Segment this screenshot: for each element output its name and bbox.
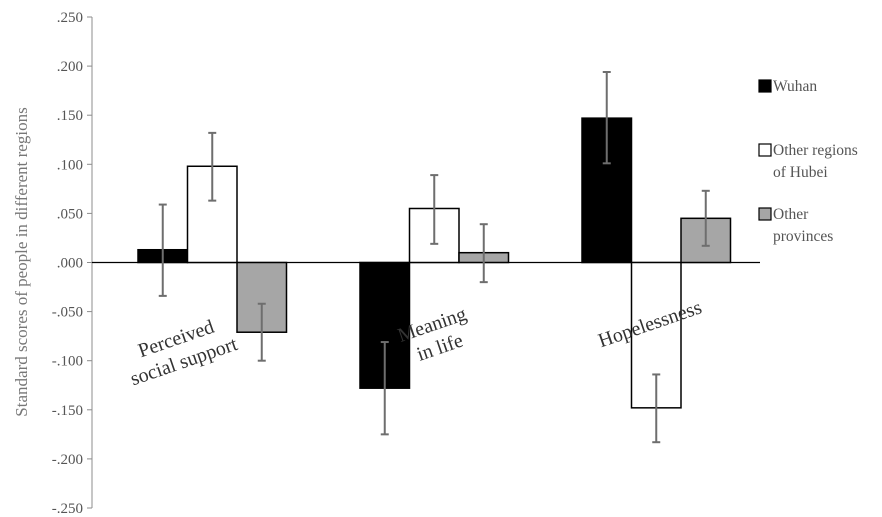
category-label: Perceivedsocial support bbox=[120, 310, 241, 390]
legend: Wuhan Other regions of Hubei Other province… bbox=[758, 78, 858, 245]
legend-swatch bbox=[758, 79, 772, 93]
y-tick-label: .250 bbox=[57, 10, 83, 26]
y-tick-label: -.100 bbox=[52, 354, 83, 370]
y-tick-label: -.050 bbox=[52, 305, 83, 321]
legend-label: Other bbox=[773, 206, 809, 223]
error-bars bbox=[158, 70, 710, 444]
y-tick-label: .000 bbox=[57, 256, 83, 272]
y-tick-label: .200 bbox=[57, 59, 83, 75]
y-tick-label: -.200 bbox=[52, 452, 83, 468]
legend-label: of Hubei bbox=[773, 164, 828, 181]
y-tick-label: -.150 bbox=[52, 403, 83, 419]
legend-label: provinces bbox=[773, 228, 833, 245]
y-tick-label: -.250 bbox=[52, 501, 83, 517]
bars bbox=[137, 117, 732, 409]
legend-label: Other regions bbox=[773, 142, 858, 159]
y-axis-title: Standard scores of people in different r… bbox=[12, 107, 31, 416]
y-tick-label: .150 bbox=[57, 108, 83, 124]
legend-swatch bbox=[758, 143, 772, 157]
legend-swatch bbox=[758, 207, 772, 221]
legend-label: Wuhan bbox=[773, 78, 817, 95]
y-tick-label: .050 bbox=[57, 206, 83, 222]
y-tick-label: .100 bbox=[57, 157, 83, 173]
